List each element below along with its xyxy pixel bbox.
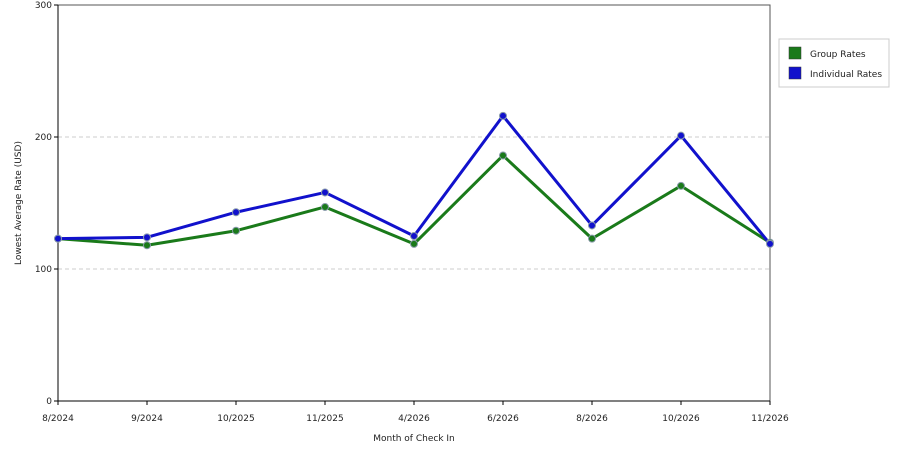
y-tick-label: 100 [35, 265, 52, 275]
data-point [677, 181, 685, 190]
x-axis-title: Month of Check In [373, 434, 455, 444]
legend-label-group-rates: Group Rates [810, 50, 866, 60]
legend-label-individual-rates: Individual Rates [810, 70, 882, 80]
legend-swatch-individual-rates [788, 66, 802, 80]
x-tick-label: 11/2025 [306, 414, 343, 424]
y-tick-label: 300 [35, 1, 52, 11]
x-tick-labels: 8/2024 9/2024 10/2025 11/2025 4/2026 6/2026 8/… [42, 414, 789, 424]
data-point [143, 241, 151, 250]
data-point [588, 234, 596, 243]
y-tick-labels: 0 100 200 300 [35, 1, 52, 407]
data-point [410, 232, 418, 240]
legend: Group Rates Individual Rates [778, 38, 890, 88]
x-tick-label: 11/2026 [751, 414, 789, 424]
data-point [499, 151, 507, 160]
axes [54, 4, 771, 405]
y-tick-label: 0 [46, 397, 52, 407]
data-point [588, 221, 596, 230]
x-tick-label: 9/2024 [131, 414, 163, 424]
data-point [143, 233, 151, 242]
data-point [54, 234, 62, 243]
data-point [232, 226, 240, 235]
data-point [766, 239, 774, 248]
data-point [321, 188, 329, 197]
legend-swatch-group-rates [788, 46, 802, 60]
series-points [54, 111, 774, 250]
y-axis-title: Lowest Average Rate (USD) [14, 141, 24, 265]
x-tick-label: 4/2026 [398, 414, 430, 424]
plot-area [57, 4, 771, 402]
x-tick-label: 10/2026 [662, 414, 700, 424]
data-point [677, 131, 685, 140]
x-tick-label: 10/2025 [217, 414, 254, 424]
x-tick-label: 8/2026 [576, 414, 608, 424]
y-tick-label: 200 [35, 133, 52, 143]
data-point [410, 239, 418, 248]
x-tick-label: 8/2024 [42, 414, 74, 424]
data-point [499, 111, 507, 120]
data-point [232, 208, 240, 217]
data-point [321, 202, 329, 211]
x-tick-label: 6/2026 [487, 414, 519, 424]
